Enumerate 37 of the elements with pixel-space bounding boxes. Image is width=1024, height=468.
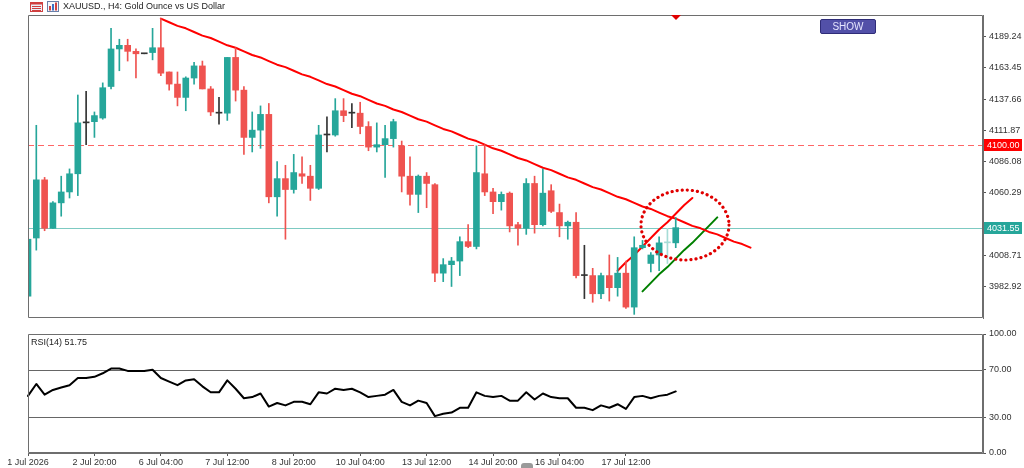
candlestick [215,97,223,125]
y-tick-label: 0.00 [989,447,1007,458]
candlestick [348,103,356,129]
y-tick-label: 4189.24 [989,31,1022,42]
candlestick [298,156,306,184]
x-tick-label: 7 Jul 12:00 [205,456,250,467]
ref-line-label: 4031.55 [987,222,1020,233]
x-tick-label: 2 Jul 20:00 [72,456,117,467]
y-tick-label: 4060.29 [989,187,1022,198]
x-tick-label: 16 Jul 04:00 [534,456,584,467]
candlestick [514,221,522,246]
chart-title: XAUUSD., H4: Gold Ounce vs US Dollar [63,1,226,12]
candlestick [464,224,472,249]
x-tick-label: 13 Jul 12:00 [402,456,452,467]
y-tick-label: 3982.92 [989,281,1022,292]
y-tick-label: 70.00 [989,364,1012,375]
x-tick-label: 8 Jul 20:00 [271,456,316,467]
candlestick [373,122,381,153]
candlestick [248,111,256,153]
y-tick-label: 4086.08 [989,156,1022,167]
candlestick [57,175,65,217]
x-tick-label: 10 Jul 04:00 [335,456,385,467]
x-tick-label: 14 Jul 20:00 [468,456,518,467]
x-tick-label: 17 Jul 12:00 [601,456,651,467]
candlestick [564,220,572,240]
chart-title: RSI(14) 51.75 [31,337,88,348]
y-tick-label: 4111.87 [989,124,1021,135]
x-tick-label: 1 Jul 2026 [7,456,49,467]
text-button[interactable]: SHOW [820,19,876,34]
candlestick [381,124,389,178]
y-tick-label: 4163.45 [989,62,1022,73]
y-tick-label: 100.00 [989,328,1017,339]
y-tick-label: 4008.71 [989,249,1022,260]
x-tick-label: 6 Jul 04:00 [138,456,183,467]
y-tick-label: 30.00 [989,411,1012,422]
y-tick-label: 4137.66 [989,93,1022,104]
ref-line-label: 4100.00 [987,139,1020,150]
